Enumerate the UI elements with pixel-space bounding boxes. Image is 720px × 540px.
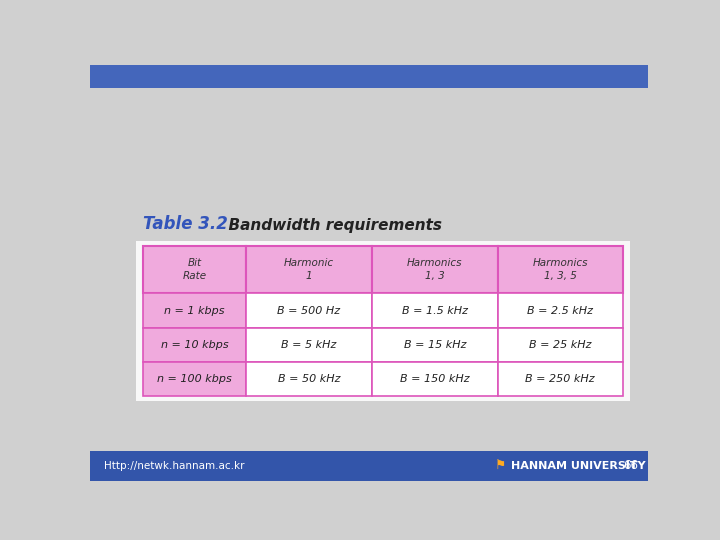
Bar [498,294,623,328]
Bar [136,241,629,401]
Bar [246,328,372,362]
Bar [246,294,372,328]
Bar [143,246,246,294]
Text: Bit
Rate: Bit Rate [183,258,207,281]
Bar [90,451,648,481]
Text: B = 500 Hz: B = 500 Hz [277,306,341,315]
Text: Bandwidth requirements: Bandwidth requirements [218,218,442,233]
Bar [246,246,372,294]
Bar [143,294,246,328]
Text: B = 250 kHz: B = 250 kHz [526,374,595,384]
Text: Harmonics
1, 3: Harmonics 1, 3 [407,258,462,281]
Text: n = 1 kbps: n = 1 kbps [164,306,225,315]
Text: Table 3.2: Table 3.2 [143,215,228,233]
Bar [143,362,246,396]
Text: HANNAM UNIVERSITY: HANNAM UNIVERSITY [511,461,646,471]
Bar [143,328,246,362]
Bar [90,65,648,87]
Bar [372,328,498,362]
Text: n = 10 kbps: n = 10 kbps [161,340,228,349]
Bar [498,246,623,294]
Text: Harmonics
1, 3, 5: Harmonics 1, 3, 5 [533,258,588,281]
Text: B = 50 kHz: B = 50 kHz [278,374,341,384]
Text: ⚑: ⚑ [495,459,505,472]
Text: B = 150 kHz: B = 150 kHz [400,374,469,384]
Bar [372,362,498,396]
Text: 66: 66 [623,459,638,472]
Text: n = 100 kbps: n = 100 kbps [157,374,232,384]
Text: B = 1.5 kHz: B = 1.5 kHz [402,306,468,315]
Text: Harmonic
1: Harmonic 1 [284,258,334,281]
Bar [372,246,498,294]
Text: B = 2.5 kHz: B = 2.5 kHz [527,306,593,315]
Text: B = 15 kHz: B = 15 kHz [403,340,466,349]
Bar [498,328,623,362]
Text: Http://netwk.hannam.ac.kr: Http://netwk.hannam.ac.kr [104,461,245,471]
Text: B = 5 kHz: B = 5 kHz [282,340,337,349]
Bar [372,294,498,328]
Bar [246,362,372,396]
Bar [498,362,623,396]
Text: B = 25 kHz: B = 25 kHz [529,340,592,349]
